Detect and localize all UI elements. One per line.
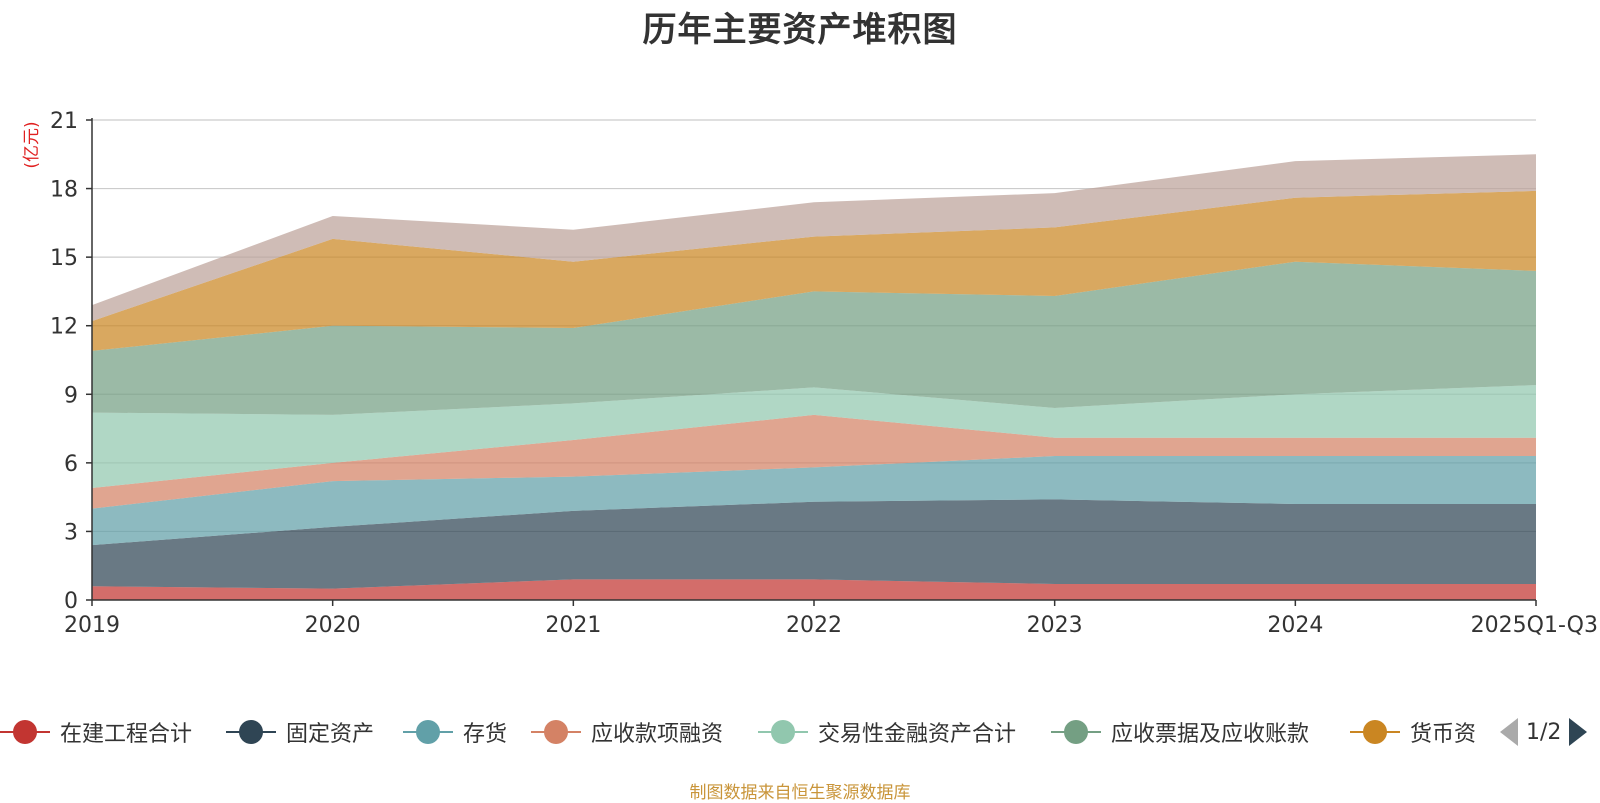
legend-label: 应收款项融资 xyxy=(591,722,724,747)
legend-marker-icon xyxy=(1350,712,1400,752)
legend-marker-icon xyxy=(0,712,50,752)
legend-item[interactable]: 存货 xyxy=(403,712,507,752)
area-series-group xyxy=(92,154,1536,600)
legend: 在建工程合计 固定资产 存货 应收款项融资 交易性金融资产合计 应收票据及应收账款 货币资 xyxy=(0,712,1600,752)
legend-label: 存货 xyxy=(463,722,508,747)
y-tick-label: 0 xyxy=(64,589,78,614)
legend-marker-icon xyxy=(531,712,581,752)
x-tick-label: 2020 xyxy=(305,613,361,638)
legend-item[interactable]: 应收票据及应收账款 xyxy=(1051,712,1309,752)
y-tick-label: 9 xyxy=(64,383,78,408)
area-series-6[interactable] xyxy=(92,190,1536,351)
y-axis-unit-label: (亿元) xyxy=(22,121,42,168)
legend-marker-icon xyxy=(758,712,808,752)
legend-item[interactable]: 应收款项融资 xyxy=(531,712,723,752)
x-tick-label: 2024 xyxy=(1267,613,1323,638)
legend-page-indicator: 1/2 xyxy=(1526,719,1562,745)
legend-item[interactable]: 固定资产 xyxy=(226,712,374,752)
legend-marker-icon xyxy=(226,712,276,752)
legend-label: 在建工程合计 xyxy=(60,722,193,747)
area-series-0[interactable] xyxy=(92,579,1536,600)
legend-item[interactable]: 在建工程合计 xyxy=(0,712,192,752)
legend-label: 应收票据及应收账款 xyxy=(1111,722,1310,747)
y-tick-label: 3 xyxy=(64,520,78,545)
legend-label: 交易性金融资产合计 xyxy=(818,722,1017,747)
legend-next-icon[interactable] xyxy=(1569,718,1588,746)
x-tick-label: 2019 xyxy=(64,613,120,638)
x-tick-label: 2023 xyxy=(1027,613,1083,638)
legend-marker-icon xyxy=(403,712,453,752)
axes: 0 3 6 9 12 15 18 21 2019 2020 2021 2022 2023 2024 2025… xyxy=(50,109,1598,638)
legend-item[interactable]: 交易性金融资产合计 xyxy=(758,712,1016,752)
area-series-2[interactable] xyxy=(92,456,1536,546)
area-series-4[interactable] xyxy=(92,385,1536,488)
legend-marker-icon xyxy=(1051,712,1101,752)
y-tick-label: 21 xyxy=(50,109,78,134)
legend-pager: 1/2 xyxy=(1500,712,1588,752)
y-tick-label: 12 xyxy=(50,315,78,340)
y-tick-label: 6 xyxy=(64,452,78,477)
area-series-3[interactable] xyxy=(92,414,1536,509)
legend-label: 货币资 xyxy=(1410,722,1477,747)
source-note: 制图数据来自恒生聚源数据库 xyxy=(689,783,911,803)
area-series-1[interactable] xyxy=(92,499,1536,589)
chart-area: 0 3 6 9 12 15 18 21 2019 2020 2021 2022 2023 2024 2025… xyxy=(22,109,1598,638)
x-tick-label: 2022 xyxy=(786,613,842,638)
legend-item[interactable]: 货币资 xyxy=(1350,712,1476,752)
x-tick-label: 2021 xyxy=(545,613,601,638)
chart-title: 历年主要资产堆积图 xyxy=(642,10,958,50)
legend-label: 固定资产 xyxy=(286,722,375,747)
y-tick-label: 15 xyxy=(50,246,78,271)
legend-prev-icon[interactable] xyxy=(1500,718,1518,746)
x-tick-label: 2025Q1-Q3 xyxy=(1471,613,1598,638)
area-series-5[interactable] xyxy=(92,261,1536,415)
y-tick-label: 18 xyxy=(50,178,78,203)
area-series-7[interactable] xyxy=(92,154,1536,322)
